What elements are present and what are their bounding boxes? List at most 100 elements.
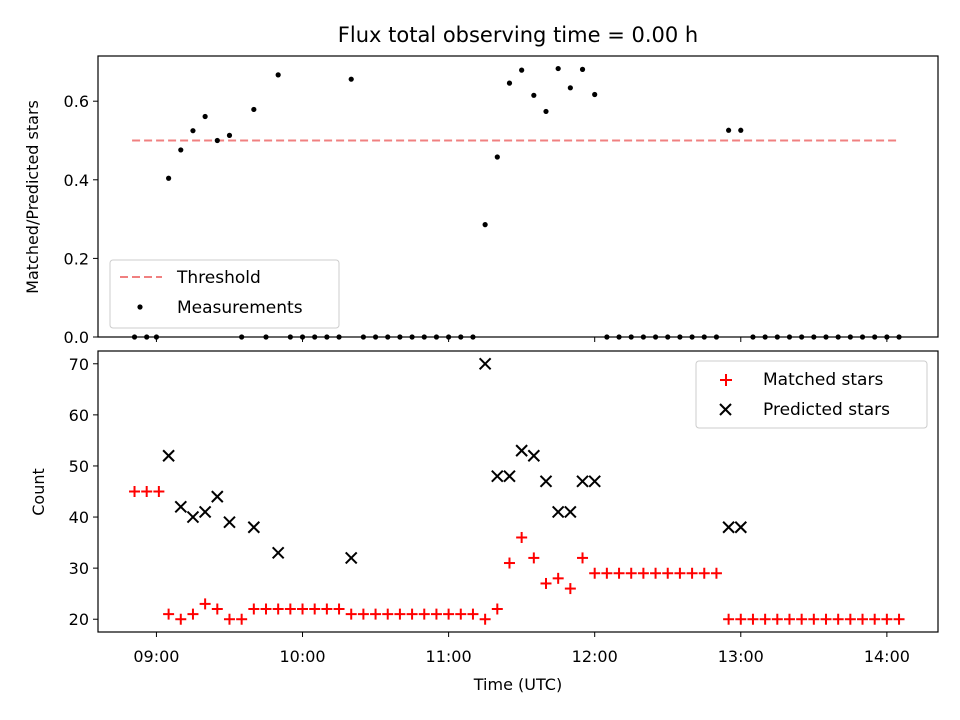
x-tick-label: 09:00 xyxy=(133,647,179,666)
matched-stars-point xyxy=(662,567,674,579)
measurement-point xyxy=(202,113,208,120)
measurement-point xyxy=(543,108,549,115)
top-legend: Threshold Measurements xyxy=(109,259,340,329)
matched-stars-point xyxy=(613,567,625,579)
matched-stars-point xyxy=(820,613,832,625)
matched-stars-point xyxy=(418,608,430,620)
measurement-point xyxy=(482,222,488,228)
predicted-stars-point xyxy=(551,505,565,519)
matched-stars-point xyxy=(357,608,369,620)
matched-stars-point xyxy=(832,613,844,625)
legend-matched-label: Matched stars xyxy=(763,370,883,390)
top-y-tick-label: 0.0 xyxy=(64,328,89,347)
matched-stars-point xyxy=(309,603,321,615)
matched-stars-point xyxy=(503,557,515,569)
chart-title: Flux total observing time = 0.00 h xyxy=(338,23,698,47)
matched-stars-point xyxy=(637,567,649,579)
predicted-stars-point xyxy=(491,469,504,483)
matched-stars-point xyxy=(211,603,223,615)
matched-stars-point xyxy=(129,486,141,497)
matched-stars-point xyxy=(382,608,394,620)
matched-stars-point xyxy=(321,603,333,615)
measurement-point xyxy=(275,72,281,78)
bottom-marks xyxy=(129,357,905,625)
measurement-point xyxy=(519,67,525,73)
top-y-tick-label: 0.4 xyxy=(64,171,89,190)
matched-stars-point xyxy=(747,613,759,625)
measurement-point xyxy=(726,127,732,133)
x-tick-label: 14:00 xyxy=(864,647,910,666)
legend-predicted-swatch xyxy=(719,403,732,416)
matched-stars-point xyxy=(260,603,272,615)
measurement-point xyxy=(348,76,354,82)
measurement-point xyxy=(567,85,573,91)
matched-stars-point xyxy=(844,613,856,625)
measurement-point xyxy=(494,154,500,160)
bottom-y-tick-label: 50 xyxy=(69,457,89,476)
measurement-point xyxy=(178,147,184,153)
top-y-axis-label: Matched/Predicted stars xyxy=(23,100,42,294)
top-y-tick-label: 0.2 xyxy=(64,249,89,268)
matched-stars-point xyxy=(333,603,345,615)
matched-stars-point xyxy=(394,608,406,620)
bottom-x-ticks: 09:00 10:00 11:00 12:00 13:00 14:00 xyxy=(133,632,910,666)
predicted-stars-point xyxy=(198,505,212,519)
measurement-point xyxy=(531,92,537,98)
matched-stars-point xyxy=(783,613,795,625)
predicted-stars-point xyxy=(734,521,747,534)
predicted-stars-point xyxy=(345,551,358,565)
matched-stars-point xyxy=(284,603,296,615)
matched-stars-point xyxy=(236,613,248,625)
matched-stars-point xyxy=(175,613,187,625)
matched-stars-point xyxy=(467,608,479,620)
measurement-point xyxy=(506,80,513,86)
matched-stars-point xyxy=(759,613,771,625)
top-legend-box xyxy=(109,259,340,329)
matched-stars-point xyxy=(248,603,260,615)
predicted-stars-point xyxy=(162,449,175,462)
matched-stars-point xyxy=(540,577,552,589)
matched-stars-point xyxy=(153,486,165,497)
measurement-point xyxy=(579,66,586,72)
bottom-legend-box xyxy=(695,360,928,429)
measurement-point xyxy=(214,137,220,144)
matched-stars-point xyxy=(479,613,491,625)
x-tick-label: 10:00 xyxy=(279,647,325,666)
matched-stars-point xyxy=(723,613,735,625)
matched-stars-point xyxy=(272,603,284,615)
top-y-ticks: 0.0 0.2 0.4 0.6 xyxy=(64,92,98,347)
matched-stars-point xyxy=(406,608,418,620)
matched-stars-point xyxy=(163,608,175,620)
predicted-stars-point xyxy=(588,475,601,488)
matched-stars-point xyxy=(857,613,869,625)
matched-stars-point xyxy=(601,567,613,579)
matched-stars-point xyxy=(297,603,309,615)
predicted-stars-point xyxy=(539,475,553,488)
matched-stars-point xyxy=(491,603,503,615)
x-tick-label: 11:00 xyxy=(426,647,472,666)
top-panel: 0.0 0.2 0.4 0.6 Matched/Predicted stars Thr… xyxy=(23,55,939,347)
measurement-point xyxy=(166,175,172,181)
matched-stars-point xyxy=(552,572,564,584)
predicted-stars-point xyxy=(564,505,577,519)
top-x-ticks xyxy=(155,337,888,342)
bottom-y-axis-label: Count xyxy=(29,468,48,516)
matched-stars-point xyxy=(650,567,662,579)
matched-stars-point xyxy=(881,613,893,625)
top-y-tick-label: 0.6 xyxy=(64,92,89,111)
matched-stars-point xyxy=(771,613,783,625)
x-axis-label: Time (UTC) xyxy=(473,675,562,694)
measurement-point xyxy=(738,127,744,133)
matched-stars-point xyxy=(589,567,601,579)
matched-stars-point xyxy=(564,583,576,595)
matched-stars-point xyxy=(141,486,153,497)
matched-stars-point xyxy=(735,613,747,625)
matched-stars-point xyxy=(223,613,235,625)
bottom-y-tick-label: 70 xyxy=(69,355,89,374)
predicted-stars-point xyxy=(576,475,589,488)
matched-stars-point xyxy=(893,613,905,625)
matched-stars-point xyxy=(698,567,710,579)
bottom-y-tick-label: 40 xyxy=(69,508,89,527)
bottom-y-tick-label: 60 xyxy=(69,406,89,425)
